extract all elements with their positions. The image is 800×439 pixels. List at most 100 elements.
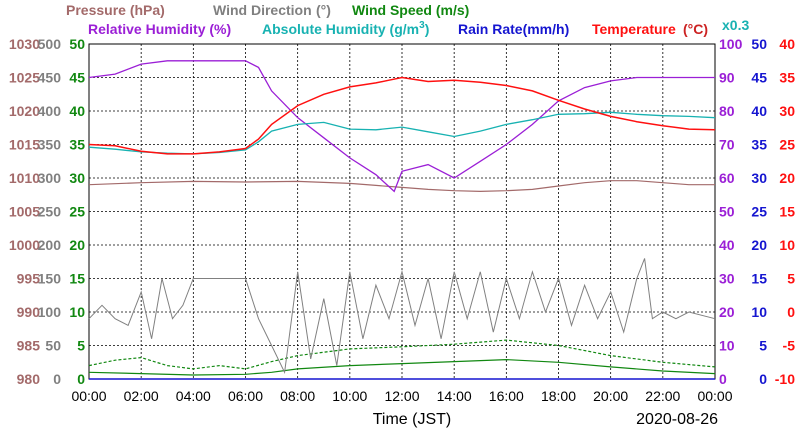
wind-direction-tick-label: 0	[53, 371, 61, 387]
time-tick-label: 00:00	[71, 388, 106, 404]
wind-direction-tick-label: 150	[38, 271, 62, 287]
relative-humidity-tick-label: 20	[719, 304, 735, 320]
pressure-tick-label: 1030	[9, 36, 40, 52]
pressure-tick-label: 1010	[9, 170, 40, 186]
relative-humidity-tick-label: 10	[719, 338, 735, 354]
rain-rate-tick-label: 5	[759, 338, 767, 354]
wind-direction-tick-label: 400	[38, 103, 62, 119]
header-pressure: Pressure (hPa)	[66, 2, 165, 18]
time-tick-label: 22:00	[645, 388, 680, 404]
pressure-tick-label: 1020	[9, 103, 40, 119]
rain-rate-tick-label: 35	[751, 137, 767, 153]
time-tick-label: 14:00	[437, 388, 472, 404]
wind-speed-tick-label: 35	[69, 137, 85, 153]
time-tick-label: 18:00	[541, 388, 576, 404]
relative-humidity-tick-label: 60	[719, 170, 735, 186]
rain-rate-tick-label: 40	[751, 103, 767, 119]
temperature-tick-label: -5	[783, 338, 796, 354]
wind-speed-tick-label: 10	[69, 304, 85, 320]
chart-date: 2020-08-26	[636, 411, 718, 428]
wind-direction-tick-label: 500	[38, 36, 62, 52]
relative-humidity-tick-label: 80	[719, 103, 735, 119]
header-rain-rate: Rain Rate(mm/h)	[458, 21, 569, 37]
header-wind-direction-unit: (°)	[316, 2, 331, 18]
wind-direction-tick-label: 300	[38, 170, 62, 186]
temperature-tick-label: 10	[779, 237, 795, 253]
temperature-axis: 40 35 30 25 20 15 10 5 0 -5 -10	[775, 36, 795, 387]
header-temperature-unit: (°C)	[683, 21, 708, 37]
temperature-tick-label: 5	[787, 271, 795, 287]
temperature-tick-label: 15	[779, 204, 795, 220]
temperature-tick-label: 0	[787, 304, 795, 320]
relative-humidity-tick-label: 50	[719, 204, 735, 220]
time-tick-label: 20:00	[593, 388, 628, 404]
wind-speed-tick-label: 15	[69, 271, 85, 287]
relative-humidity-tick-label: 40	[719, 237, 735, 253]
header-absolute-humidity: Absolute Humidity (g/m3)	[262, 20, 429, 37]
wind-direction-tick-label: 100	[38, 304, 62, 320]
time-tick-label: 02:00	[124, 388, 159, 404]
relative-humidity-tick-label: 70	[719, 137, 735, 153]
relative-humidity-tick-label: 0	[719, 371, 727, 387]
wind-speed-tick-label: 45	[69, 70, 85, 86]
time-tick-label: 12:00	[384, 388, 419, 404]
temperature-tick-label: 40	[779, 36, 795, 52]
wind-speed-tick-label: 0	[77, 371, 85, 387]
relative-humidity-tick-label: 30	[719, 271, 735, 287]
relative-humidity-line	[88, 60, 715, 193]
time-tick-label: 10:00	[332, 388, 367, 404]
wind-speed-avg-line	[88, 358, 716, 376]
wind-direction-tick-label: 450	[38, 70, 62, 86]
rain-rate-tick-label: 20	[751, 237, 767, 253]
wind-speed-tick-label: 30	[69, 170, 85, 186]
header-wind-speed: Wind Speed (m/s)	[352, 2, 469, 18]
pressure-tick-label: 1005	[9, 204, 40, 220]
rain-rate-tick-label: 0	[759, 371, 767, 387]
rain-rate-tick-label: 50	[751, 36, 767, 52]
pressure-tick-label: 995	[17, 271, 41, 287]
pressure-tick-label: 990	[17, 304, 41, 320]
time-tick-label: 08:00	[280, 388, 315, 404]
rain-rate-tick-label: 25	[751, 204, 767, 220]
rain-rate-tick-label: 15	[751, 271, 767, 287]
pressure-tick-label: 980	[17, 371, 41, 387]
relative-humidity-tick-label: 90	[719, 70, 735, 86]
wind-speed-tick-label: 20	[69, 237, 85, 253]
time-tick-label: 04:00	[176, 388, 211, 404]
header-relative-humidity: Relative Humidity (%)	[88, 21, 231, 37]
wind-speed-tick-label: 40	[69, 103, 85, 119]
wind-direction-tick-label: 350	[38, 137, 62, 153]
wind-direction-tick-label: 200	[38, 237, 62, 253]
header-absolute-humidity-sup: 3	[419, 20, 425, 31]
wind-speed-tick-label: 50	[69, 36, 85, 52]
header-absolute-humidity-text: Absolute Humidity (g/m	[262, 21, 419, 37]
pressure-tick-label: 1015	[9, 137, 40, 153]
temperature-tick-label: -10	[775, 371, 795, 387]
x-axis-label: Time (JST)	[373, 411, 452, 428]
wind-direction-line	[88, 258, 716, 375]
rain-rate-tick-label: 30	[751, 170, 767, 186]
temperature-tick-label: 25	[779, 137, 795, 153]
header-temperature: Temperature	[592, 21, 676, 37]
wind-speed-tick-label: 25	[69, 204, 85, 220]
rain-rate-tick-label: 10	[751, 304, 767, 320]
temperature-tick-label: 35	[779, 70, 795, 86]
wind-direction-tick-label: 250	[38, 204, 62, 220]
header-wind-direction: Wind Direction	[213, 2, 312, 18]
time-tick-label: 00:00	[697, 388, 732, 404]
time-tick-label: 16:00	[489, 388, 524, 404]
time-tick-label: 06:00	[228, 388, 263, 404]
wind-speed-tick-label: 5	[77, 338, 85, 354]
relative-humidity-tick-label: 100	[719, 36, 743, 52]
temperature-tick-label: 20	[779, 170, 795, 186]
pressure-tick-label: 1000	[9, 237, 40, 253]
pressure-line	[88, 180, 715, 193]
wind-speed-gust-line	[88, 339, 716, 370]
rain-rate-tick-label: 45	[751, 70, 767, 86]
pressure-tick-label: 985	[17, 338, 41, 354]
